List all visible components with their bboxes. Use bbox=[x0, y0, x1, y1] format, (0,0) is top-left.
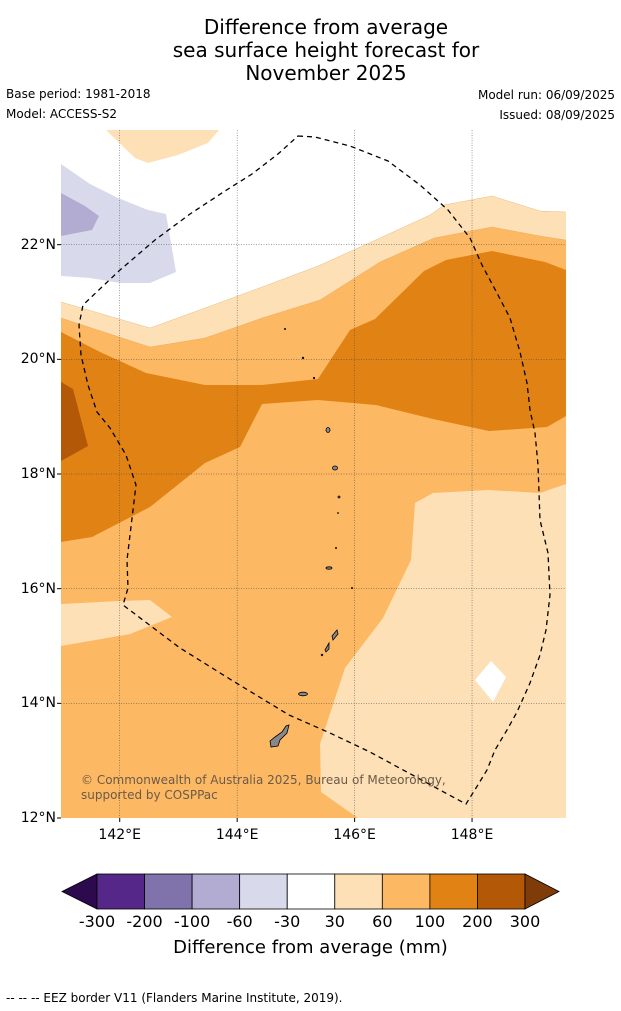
lat-tick-label: 12°N bbox=[20, 810, 56, 826]
copyright-notice: © Commonwealth of Australia 2025, Bureau… bbox=[81, 773, 446, 802]
colorbar-tick-label: -200 bbox=[126, 912, 163, 931]
map-title: Difference from average sea surface heig… bbox=[0, 16, 621, 85]
colorbar-tick-label: 30 bbox=[324, 912, 345, 931]
island-alamagan bbox=[337, 495, 341, 499]
colorbar-tick-label: -60 bbox=[226, 912, 253, 931]
lat-tick-label: 22°N bbox=[20, 236, 56, 253]
colorbar-cell bbox=[239, 873, 288, 910]
title-line-3: November 2025 bbox=[245, 61, 407, 85]
colorbar-tick-label: 60 bbox=[372, 912, 393, 931]
eez-border bbox=[78, 135, 551, 805]
colorbar-cell bbox=[334, 873, 383, 910]
fill-30-60-west bbox=[61, 600, 172, 646]
title-line-2: sea surface height forecast for bbox=[172, 38, 480, 62]
lon-tick-label: 146°E bbox=[333, 827, 376, 843]
colorbar-cell bbox=[191, 873, 241, 910]
fill-30-60-band bbox=[61, 196, 566, 347]
fill-neutral-north bbox=[61, 130, 566, 328]
island-pagan bbox=[332, 465, 338, 471]
fill-negative-light bbox=[61, 164, 176, 283]
island-agrihan bbox=[325, 427, 331, 433]
gridlines bbox=[61, 130, 566, 818]
island-guam bbox=[269, 724, 290, 748]
base-period: Base period: 1981-2018 bbox=[6, 87, 151, 101]
colorbar-cell bbox=[429, 873, 478, 910]
fill-200-300 bbox=[61, 382, 88, 461]
colorbar-tick-label: 300 bbox=[509, 912, 541, 931]
title-line-1: Difference from average bbox=[203, 15, 449, 39]
sea-level-map bbox=[57, 130, 566, 822]
fill-30-60-east bbox=[320, 484, 566, 818]
island-tinian bbox=[324, 641, 330, 653]
fill-negative-medium bbox=[61, 193, 99, 236]
island-anatahan bbox=[325, 566, 333, 570]
island-rota bbox=[298, 691, 308, 697]
colorbar-cell bbox=[286, 873, 336, 910]
island-saipan bbox=[331, 629, 339, 641]
islands bbox=[269, 327, 353, 748]
fill-30-60-top bbox=[106, 130, 219, 163]
model-name: Model: ACCESS-S2 bbox=[6, 107, 118, 121]
colorbar-tick-label: -100 bbox=[173, 912, 211, 931]
colorbar-cell bbox=[381, 873, 431, 910]
lat-tick-label: 18°N bbox=[20, 466, 56, 482]
colorbar-cell bbox=[144, 873, 193, 910]
lat-tick-label: 20°N bbox=[20, 351, 56, 368]
issued-date: Issued: 08/09/2025 bbox=[499, 108, 615, 122]
colorbar-label: Difference from average (mm) bbox=[173, 937, 448, 958]
colorbar-tick-label: 200 bbox=[462, 912, 493, 931]
lon-tick-label: 148°E bbox=[450, 827, 494, 843]
eez-border-note: -- -- -- EEZ border V11 (Flanders Marine… bbox=[6, 991, 343, 1005]
colorbar-extend-low bbox=[61, 873, 98, 910]
colorbar-tick-label: 100 bbox=[414, 912, 446, 931]
model-run: Model run: 06/09/2025 bbox=[477, 88, 615, 102]
fill-neutral-patch bbox=[475, 661, 506, 702]
lon-tick-label: 144°E bbox=[215, 827, 259, 843]
colorbar-tick-label: -30 bbox=[274, 912, 301, 931]
lat-tick-label: 16°N bbox=[20, 580, 56, 597]
colorbar-extend-high bbox=[524, 873, 560, 910]
lat-tick-label: 14°N bbox=[20, 695, 56, 712]
colorbar-tick-label: -300 bbox=[78, 912, 116, 931]
colorbar-cell bbox=[96, 873, 145, 910]
axis-ticks bbox=[57, 244, 473, 822]
colorbar-cell bbox=[477, 873, 526, 910]
lon-tick-label: 142°E bbox=[98, 827, 142, 843]
fill-100-200 bbox=[61, 251, 566, 542]
